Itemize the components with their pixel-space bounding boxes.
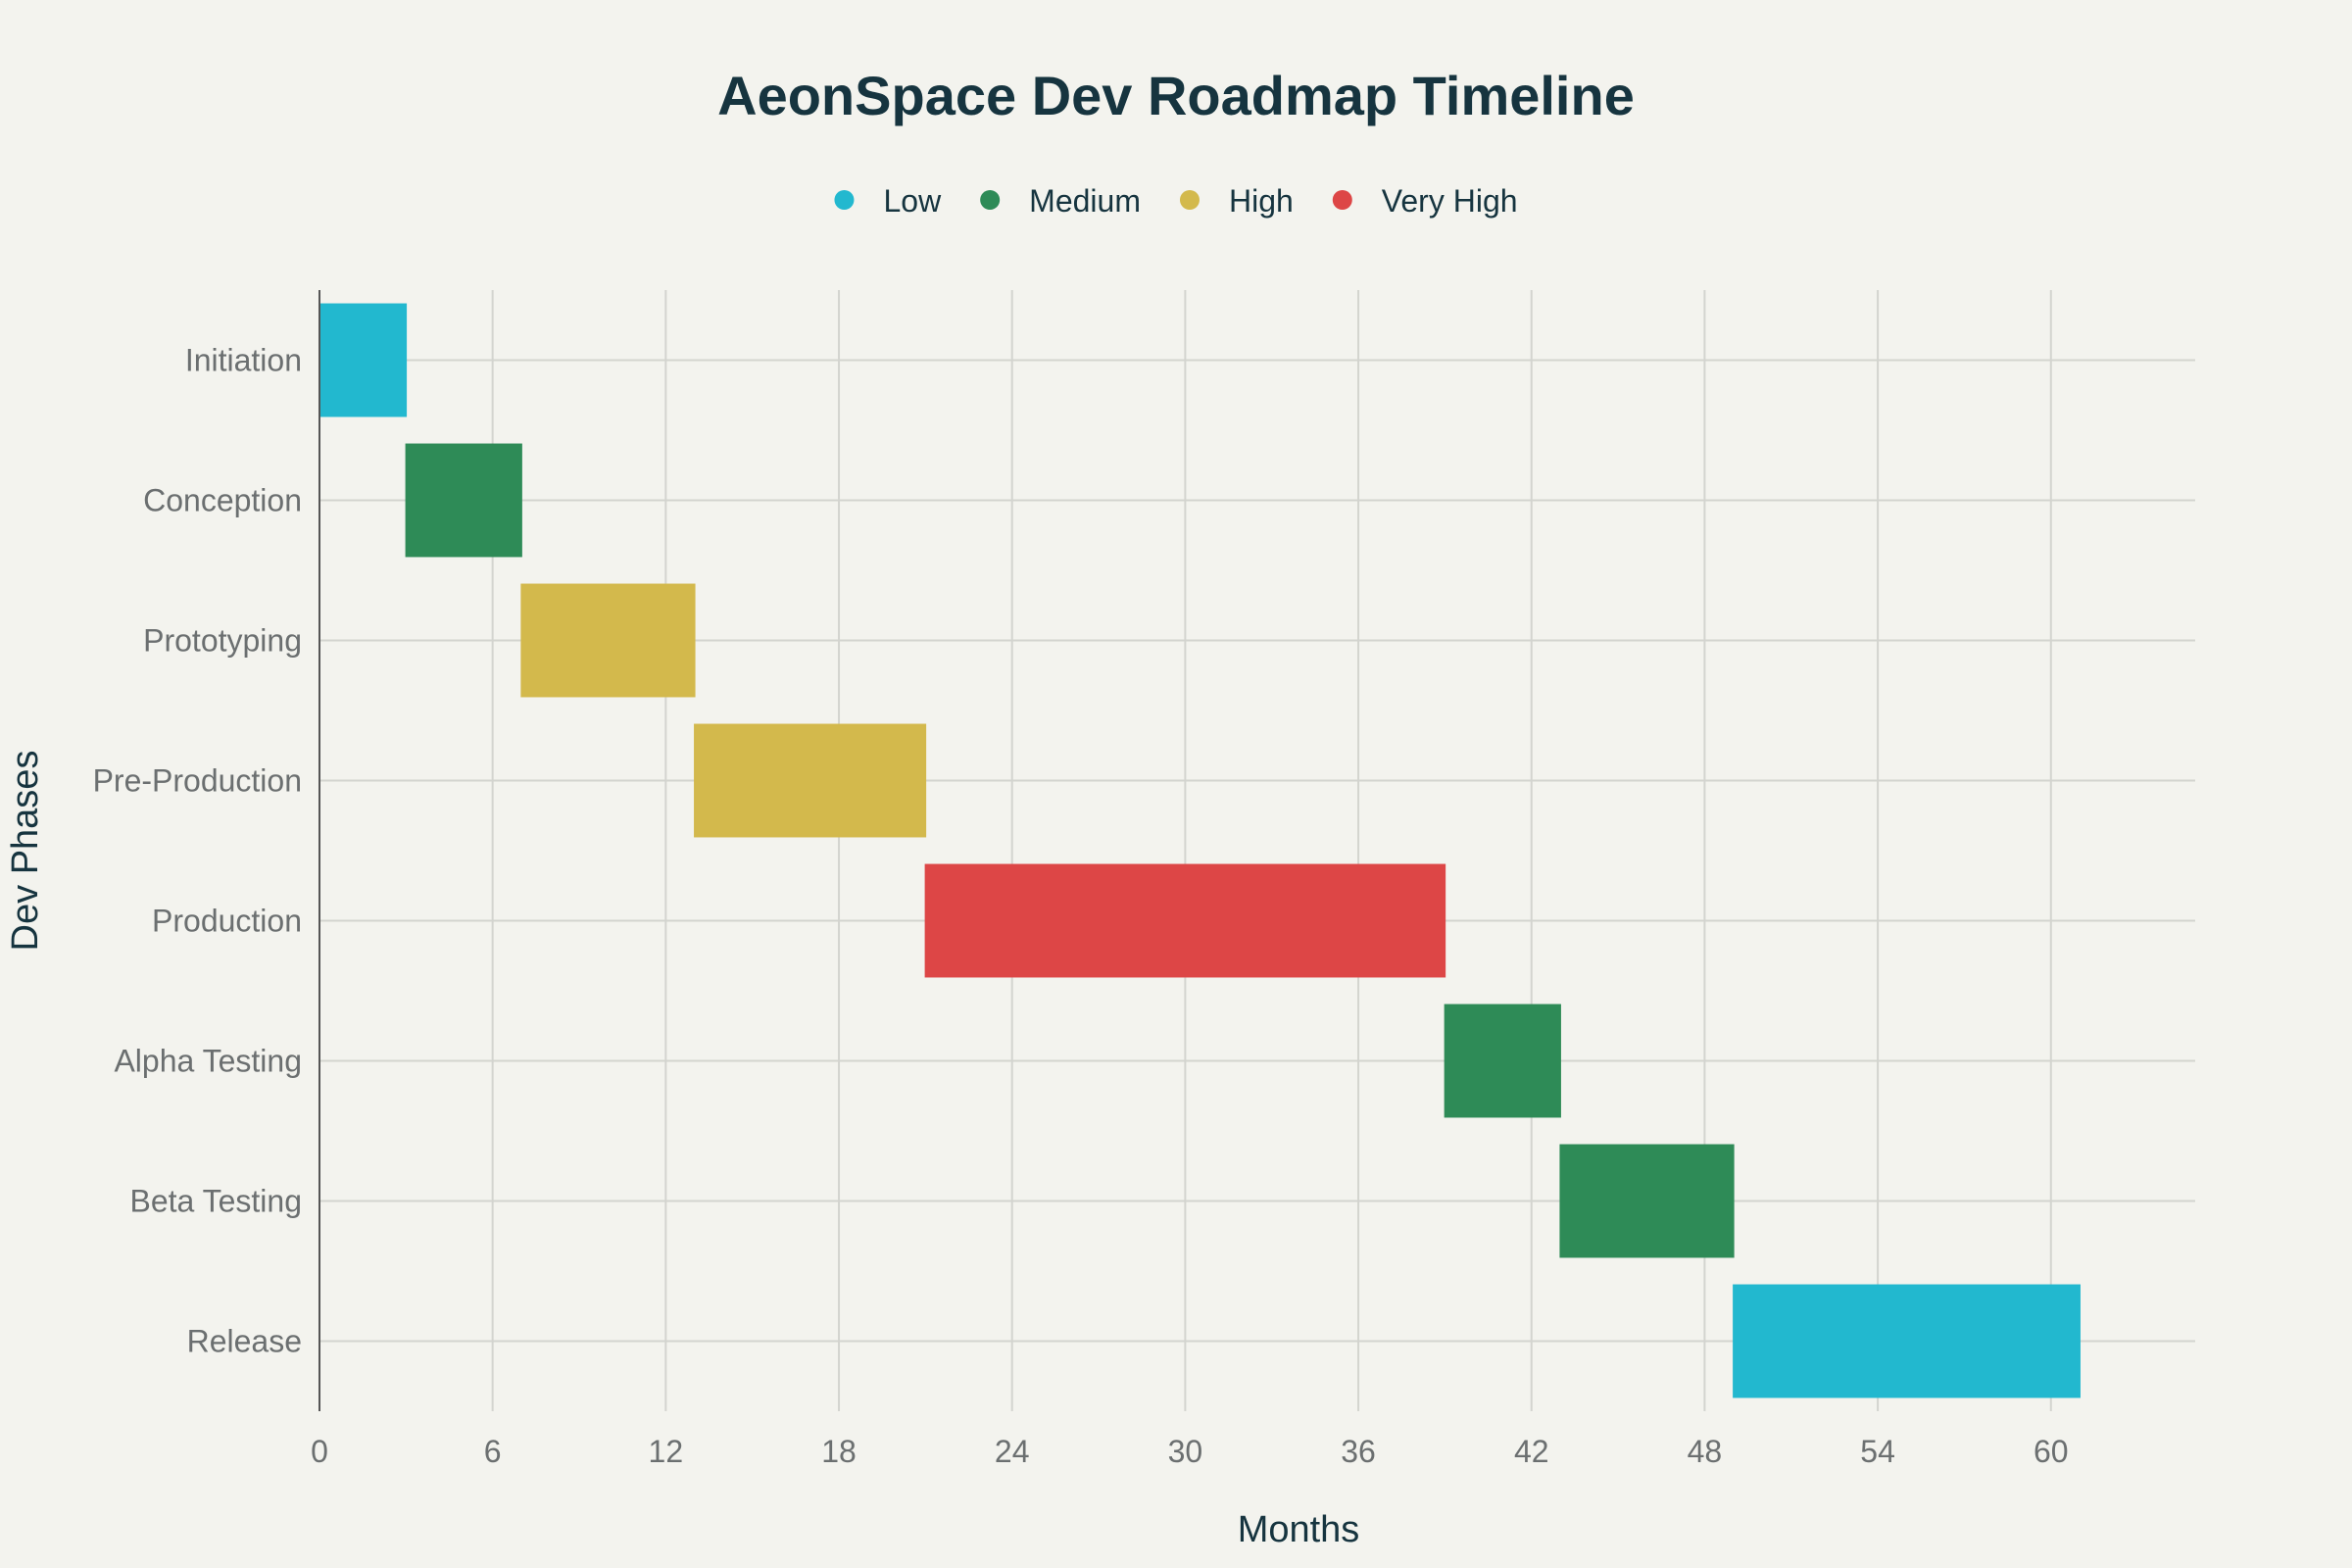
bar-production[interactable] bbox=[924, 863, 1446, 978]
bar-beta-testing[interactable] bbox=[1559, 1144, 1735, 1258]
y-tick-label: Beta Testing bbox=[129, 1184, 302, 1219]
y-tick-label: Production bbox=[152, 904, 302, 939]
y-tick-label: Pre-Production bbox=[93, 763, 302, 799]
y-tick-label: Prototyping bbox=[143, 623, 302, 659]
bars bbox=[318, 303, 2081, 1398]
y-tick-label: Initiation bbox=[185, 343, 302, 378]
x-tick-label: 18 bbox=[821, 1434, 857, 1469]
legend-label: Very High bbox=[1382, 183, 1518, 219]
x-tick-label: 12 bbox=[649, 1434, 684, 1469]
y-tick-label: Alpha Testing bbox=[114, 1044, 302, 1079]
legend-item-very-high[interactable]: Very High bbox=[1332, 183, 1518, 219]
x-tick-label: 36 bbox=[1341, 1434, 1376, 1469]
x-tick-label: 0 bbox=[311, 1434, 328, 1469]
grid bbox=[319, 290, 2195, 1411]
chart-title: AeonSpace Dev Roadmap Timeline bbox=[717, 65, 1635, 126]
x-axis-title: Months bbox=[1238, 1509, 1360, 1550]
legend-label: High bbox=[1229, 183, 1294, 219]
legend-marker bbox=[1179, 190, 1200, 210]
bar-pre-production[interactable] bbox=[694, 723, 927, 838]
x-tick-label: 42 bbox=[1514, 1434, 1549, 1469]
legend-label: Low bbox=[883, 183, 942, 219]
bar-conception[interactable] bbox=[405, 443, 522, 558]
legend-marker bbox=[834, 190, 855, 210]
legend-marker bbox=[980, 190, 1001, 210]
x-tick-label: 60 bbox=[2034, 1434, 2069, 1469]
legend-item-low[interactable]: Low bbox=[834, 183, 942, 219]
y-axis-title: Dev Phases bbox=[5, 751, 46, 952]
bar-initiation[interactable] bbox=[318, 303, 408, 417]
y-tick-label: Conception bbox=[143, 483, 302, 518]
x-tick-label: 24 bbox=[995, 1434, 1030, 1469]
legend: Low Medium High Very High bbox=[834, 183, 1518, 219]
legend-marker bbox=[1332, 190, 1352, 210]
y-axis-ticks: Initiation Conception Prototyping Pre-Produ… bbox=[93, 343, 302, 1359]
x-axis-ticks: 0 6 12 18 24 30 36 42 48 54 60 bbox=[311, 1434, 2068, 1469]
x-tick-label: 6 bbox=[484, 1434, 502, 1469]
x-tick-label: 48 bbox=[1688, 1434, 1723, 1469]
legend-label: Medium bbox=[1029, 183, 1141, 219]
y-tick-label: Release bbox=[187, 1324, 302, 1359]
legend-item-medium[interactable]: Medium bbox=[980, 183, 1141, 219]
bar-alpha-testing[interactable] bbox=[1444, 1004, 1561, 1118]
legend-item-high[interactable]: High bbox=[1179, 183, 1294, 219]
x-tick-label: 30 bbox=[1168, 1434, 1203, 1469]
bar-release[interactable] bbox=[1733, 1284, 2081, 1398]
bar-prototyping[interactable] bbox=[520, 583, 696, 698]
x-tick-label: 54 bbox=[1860, 1434, 1895, 1469]
